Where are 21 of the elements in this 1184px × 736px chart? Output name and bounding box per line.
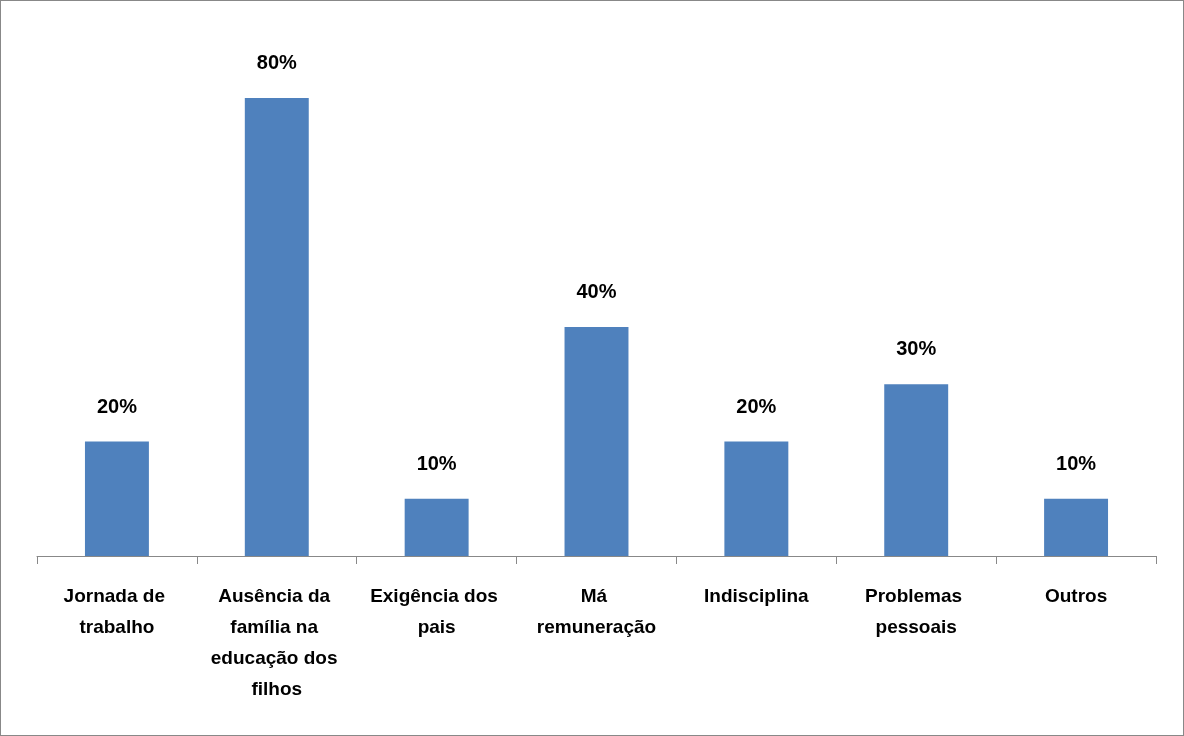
data-label: 80% xyxy=(256,51,298,73)
data-label: 10% xyxy=(416,451,457,474)
data-label: 10% xyxy=(1056,451,1097,474)
bar xyxy=(564,327,629,556)
bar xyxy=(724,441,789,556)
data-label: 30% xyxy=(896,337,937,360)
x-tick-label: Jornada de trabalho xyxy=(63,585,171,637)
x-tick-label: Exigência dos pais xyxy=(370,585,504,637)
data-label: 20% xyxy=(96,394,138,417)
bar xyxy=(1044,498,1109,556)
bar xyxy=(84,441,149,556)
bar xyxy=(244,98,309,556)
bar xyxy=(884,384,949,556)
x-tick-label: Problemas pessoais xyxy=(865,585,968,637)
bar xyxy=(404,498,469,556)
x-tick-label: Outros xyxy=(1044,585,1108,606)
x-tick-label: Má remuneração xyxy=(536,585,657,637)
data-label: 40% xyxy=(576,280,617,302)
x-tick-label: Indisciplina xyxy=(704,585,810,606)
x-tick-label: Ausência da família na educação dos filhos xyxy=(210,585,343,699)
data-label: 20% xyxy=(736,394,777,417)
